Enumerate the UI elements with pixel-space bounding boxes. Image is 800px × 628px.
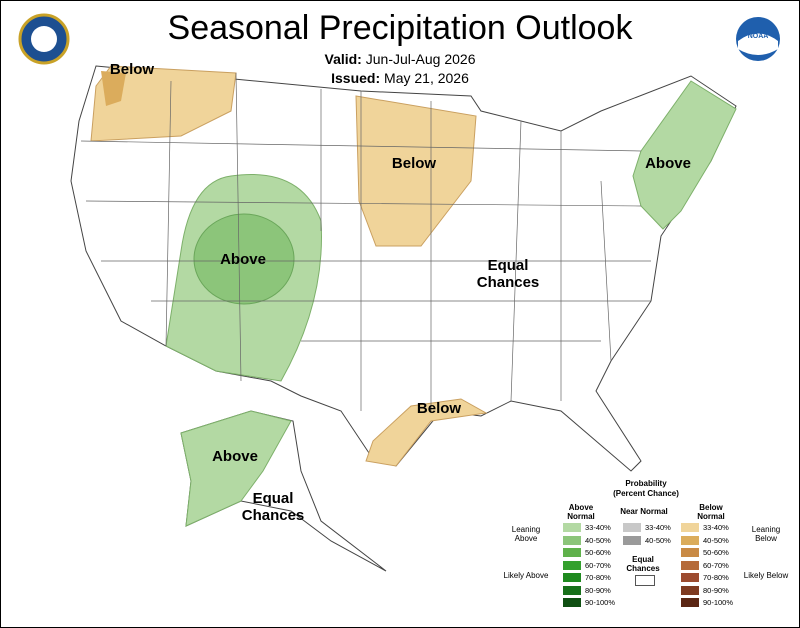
- map-label: Equal Chances: [241, 490, 305, 524]
- issued-line: Issued: May 21, 2026: [1, 70, 799, 86]
- above-swatch: [563, 548, 581, 557]
- above-range: 50-60%: [585, 548, 611, 557]
- above-range: 40-50%: [585, 535, 611, 545]
- state-lines: [80, 72, 651, 411]
- sw-above-strong: [193, 213, 295, 305]
- leaning-below: Leaning Below: [751, 525, 781, 543]
- legend-title: Probability: [625, 479, 667, 488]
- below-range: 80-90%: [703, 585, 729, 595]
- map-label: Above: [220, 251, 266, 268]
- ne-above: [632, 80, 737, 230]
- below-swatch: [681, 535, 699, 545]
- below-swatch: [681, 598, 699, 607]
- below-swatch: [681, 523, 699, 532]
- alaska-above: [180, 410, 292, 527]
- leaning-above: Leaning Above: [511, 525, 541, 543]
- above-swatch: [563, 598, 581, 607]
- legend: Probability (Percent Chance) Above Norma…: [501, 479, 791, 614]
- near-swatch: [623, 535, 641, 545]
- map-label: Below: [391, 155, 437, 172]
- equal-swatch: [635, 575, 655, 586]
- below-range: 40-50%: [703, 535, 729, 545]
- map-label: Above: [645, 155, 691, 172]
- below-range: 60-70%: [703, 560, 729, 570]
- above-swatch: [563, 585, 581, 595]
- above-header: Above Normal: [567, 503, 595, 521]
- above-range: 70-80%: [585, 573, 611, 582]
- above-range: 80-90%: [585, 585, 611, 595]
- legend-subtitle: (Percent Chance): [613, 489, 679, 498]
- gulf-below: [365, 398, 488, 467]
- noaa-bird: [738, 33, 778, 55]
- below-swatch: [681, 560, 699, 570]
- map-label: Below: [109, 61, 155, 78]
- issued-value: May 21, 2026: [384, 70, 469, 86]
- above-swatch: [563, 573, 581, 582]
- above-swatch: [563, 523, 581, 532]
- title: Seasonal Precipitation Outlook: [167, 9, 633, 47]
- map-label: Equal Chances: [476, 257, 540, 291]
- map-label: Above: [212, 448, 258, 465]
- likely-below: Likely Below: [743, 571, 789, 580]
- near-range: 33-40%: [645, 523, 671, 532]
- below-header: Below Normal: [697, 503, 725, 521]
- near-swatch: [623, 523, 641, 532]
- valid-value: Jun-Jul-Aug 2026: [365, 51, 476, 67]
- below-range: 90-100%: [703, 598, 734, 607]
- above-range: 90-100%: [585, 598, 616, 607]
- below-range: 50-60%: [703, 548, 729, 557]
- above-swatch: [563, 535, 581, 545]
- above-swatch: [563, 560, 581, 570]
- seal-center: [31, 26, 57, 52]
- below-swatch: [681, 573, 699, 582]
- likely-above: Likely Above: [503, 571, 549, 580]
- near-range: 40-50%: [645, 535, 671, 545]
- below-range: 33-40%: [703, 523, 729, 532]
- above-range: 60-70%: [585, 560, 611, 570]
- below-range: 70-80%: [703, 573, 729, 582]
- below-swatch: [681, 585, 699, 595]
- valid-label: Valid:: [324, 51, 362, 67]
- nw-below-strong: [101, 71, 126, 106]
- near-header: Near Normal: [620, 507, 668, 516]
- logo-text: NOAA: [747, 33, 769, 40]
- above-range: 33-40%: [585, 523, 611, 532]
- midwest-below: [355, 95, 477, 247]
- map-label: Below: [416, 400, 462, 417]
- equal-label: Equal Chances: [626, 555, 660, 573]
- below-swatch: [681, 548, 699, 557]
- valid-line: Valid: Jun-Jul-Aug 2026: [1, 51, 799, 67]
- issued-label: Issued:: [331, 70, 381, 86]
